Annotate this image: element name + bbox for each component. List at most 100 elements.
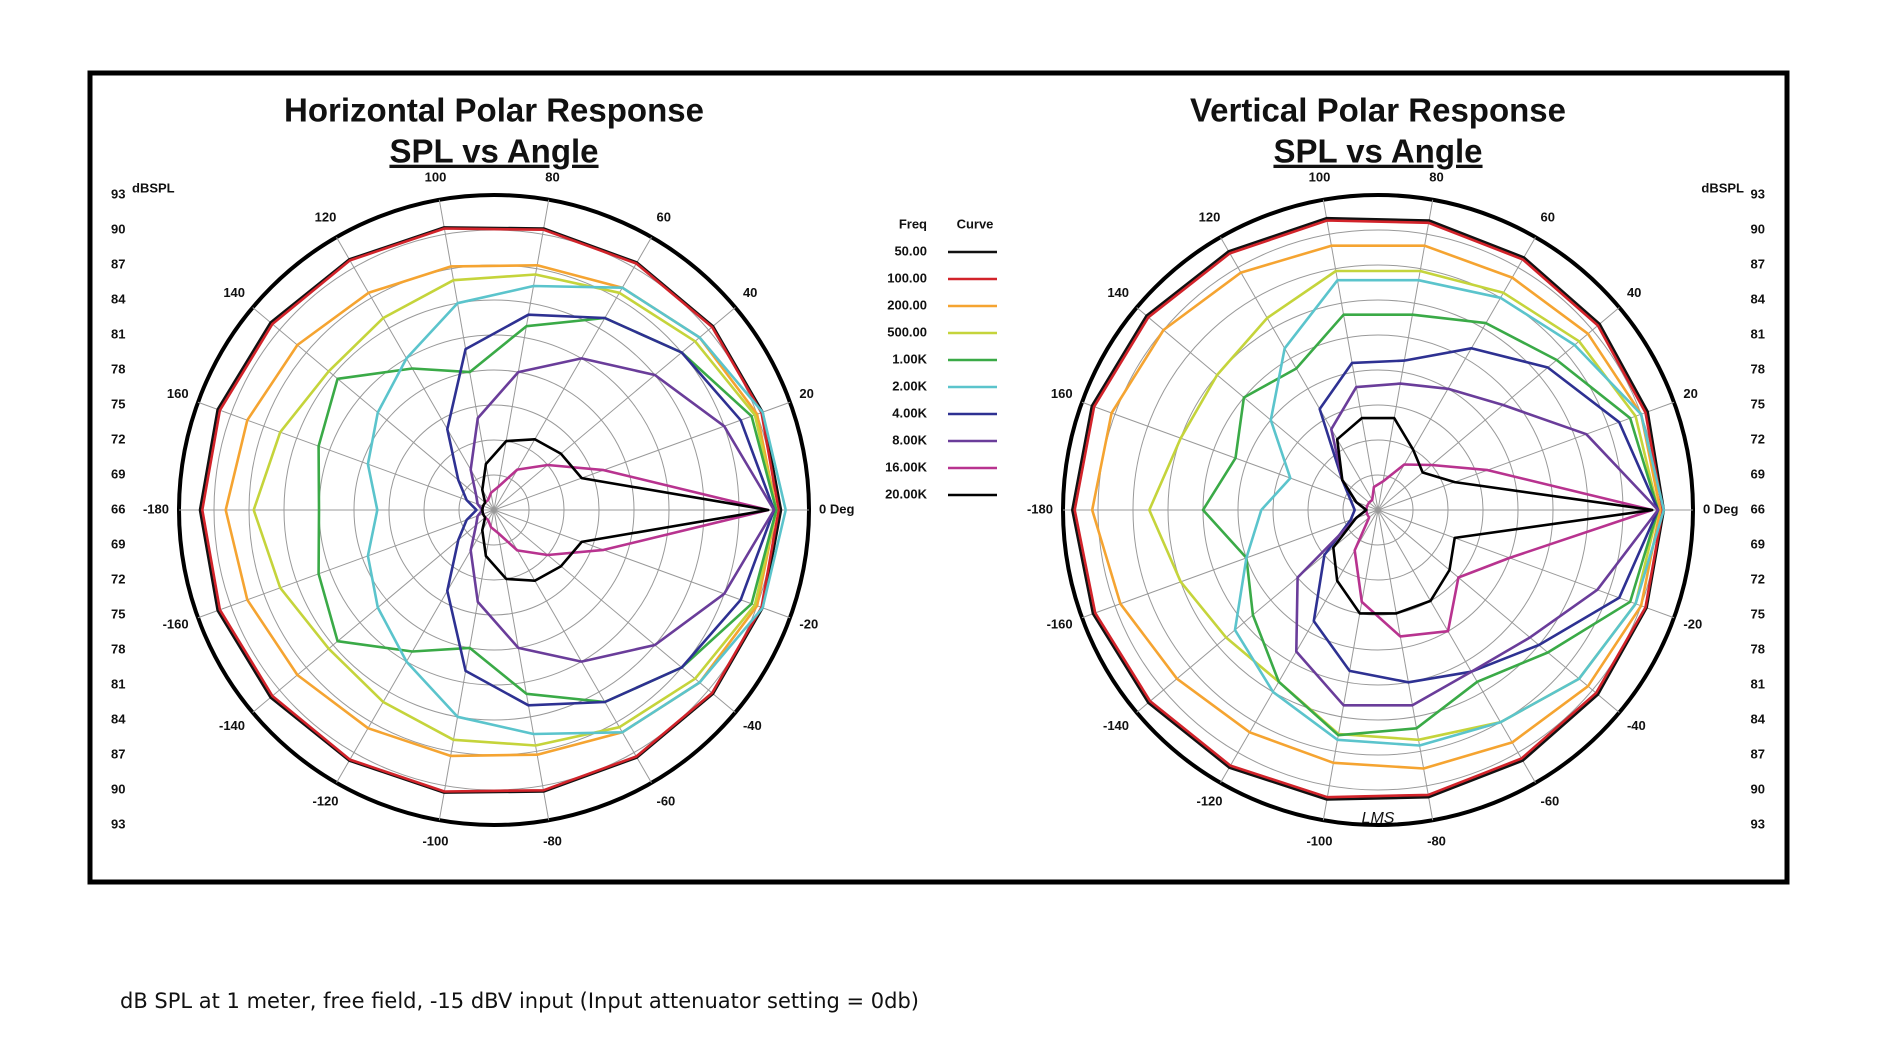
theta-tick-label: -140: [219, 718, 245, 733]
grid-spoke: [493, 509, 652, 784]
grid-spoke: [1081, 401, 1379, 511]
r-tick-label: 69: [111, 536, 125, 551]
r-tick-label: 87: [1751, 746, 1765, 761]
theta-tick-label: 0 Deg: [819, 501, 854, 516]
theta-tick-label: -60: [657, 793, 676, 808]
r-tick-label: 72: [1751, 571, 1765, 586]
grid-spoke: [252, 509, 495, 713]
r-tick-label: 90: [111, 221, 125, 236]
r-tick-label: 87: [111, 256, 125, 271]
theta-tick-label: 100: [1309, 170, 1331, 185]
grid-spoke: [1081, 509, 1379, 619]
legend-label: 100.00: [887, 270, 927, 285]
theta-tick-label: -160: [1047, 617, 1073, 632]
r-tick-label: 84: [111, 291, 126, 306]
theta-tick-label: -180: [143, 501, 169, 516]
r-tick-label: 87: [111, 746, 125, 761]
curve: [1295, 382, 1660, 707]
r-tick-label: 81: [111, 676, 125, 691]
curve: [481, 438, 770, 582]
r-tick-label: 75: [1751, 606, 1765, 621]
r-tick-label: 84: [1751, 291, 1766, 306]
legend-label: 2.00K: [892, 378, 927, 393]
grid-spoke: [1322, 509, 1379, 821]
grid-spoke: [1377, 509, 1675, 619]
theta-tick-label: 120: [315, 210, 337, 225]
grid-spoke: [493, 509, 550, 821]
theta-tick-label: 40: [743, 285, 757, 300]
legend-label: 16.00K: [885, 459, 928, 474]
frame: [87, 70, 1790, 885]
theta-tick-label: -100: [1306, 833, 1332, 848]
chart-subtitle: SPL vs Angle: [1273, 133, 1482, 170]
grid-spoke: [493, 199, 550, 511]
r-tick-label: 90: [111, 781, 125, 796]
theta-tick-label: -20: [1683, 617, 1702, 632]
r-tick-label: 78: [111, 641, 125, 656]
r-tick-label: 69: [1751, 536, 1765, 551]
r-tick-label: 75: [111, 606, 125, 621]
r-tick-label: 72: [111, 431, 125, 446]
theta-tick-label: 160: [167, 386, 189, 401]
curve: [201, 227, 780, 793]
r-tick-label: 78: [111, 361, 125, 376]
curve: [469, 357, 776, 663]
chart-title: Vertical Polar Response: [1190, 92, 1566, 129]
legend-label: 4.00K: [892, 405, 927, 420]
curve: [1332, 416, 1654, 615]
theta-tick-label: 120: [1199, 210, 1221, 225]
grid-spoke: [1220, 236, 1379, 511]
footnote: dB SPL at 1 meter, free field, -15 dBV i…: [120, 989, 919, 1013]
r-tick-label: 72: [1751, 431, 1765, 446]
r-tick-label: 66: [1751, 501, 1765, 516]
legend-label: 8.00K: [892, 432, 927, 447]
legend-label: 1.00K: [892, 351, 927, 366]
theta-tick-label: 160: [1051, 386, 1073, 401]
theta-tick-label: -180: [1027, 501, 1053, 516]
r-tick-label: 84: [111, 711, 126, 726]
theta-tick-label: 80: [1429, 170, 1443, 185]
r-tick-label: 69: [111, 466, 125, 481]
curve: [1201, 313, 1660, 737]
legend-header: Curve: [957, 216, 994, 231]
theta-tick-label: -120: [312, 793, 338, 808]
r-tick-label: 66: [111, 501, 125, 516]
theta-tick-label: 80: [545, 170, 559, 185]
r-tick-label: 93: [1751, 186, 1765, 201]
theta-tick-label: 140: [223, 285, 245, 300]
grid-spoke: [336, 236, 495, 511]
theta-tick-label: -160: [163, 617, 189, 632]
legend-label: 200.00: [887, 297, 927, 312]
curve: [1090, 244, 1662, 770]
r-tick-label: 69: [1751, 466, 1765, 481]
theta-tick-label: 0 Deg: [1703, 501, 1738, 516]
curve: [1073, 219, 1664, 799]
r-tick-label: 93: [111, 186, 125, 201]
theta-tick-label: 60: [657, 210, 671, 225]
r-tick-label: 81: [111, 326, 125, 341]
theta-tick-label: 20: [799, 386, 813, 401]
grid-spoke: [336, 509, 495, 784]
theta-tick-label: -60: [1541, 793, 1560, 808]
grid-spoke: [1136, 307, 1379, 511]
theta-tick-label: -100: [422, 833, 448, 848]
curve: [1148, 269, 1660, 742]
theta-tick-label: 140: [1107, 285, 1129, 300]
grid-spoke: [252, 307, 495, 511]
grid-spoke: [438, 509, 495, 821]
curve: [1233, 278, 1666, 747]
r-tick-label: 78: [1751, 641, 1765, 656]
legend-label: 500.00: [887, 324, 927, 339]
r-tick-label: 81: [1751, 326, 1765, 341]
grid-spoke: [1322, 199, 1379, 511]
theta-tick-label: 60: [1541, 210, 1555, 225]
legend-label: 20.00K: [885, 486, 928, 501]
grid-spoke: [1220, 509, 1379, 784]
theta-tick-label: -40: [743, 718, 762, 733]
r-axis-label: dBSPL: [1701, 180, 1744, 195]
legend-label: 50.00: [894, 243, 927, 258]
legend-header: Freq: [899, 216, 927, 231]
r-tick-label: 84: [1751, 711, 1766, 726]
annotation: LMS: [1362, 810, 1395, 827]
